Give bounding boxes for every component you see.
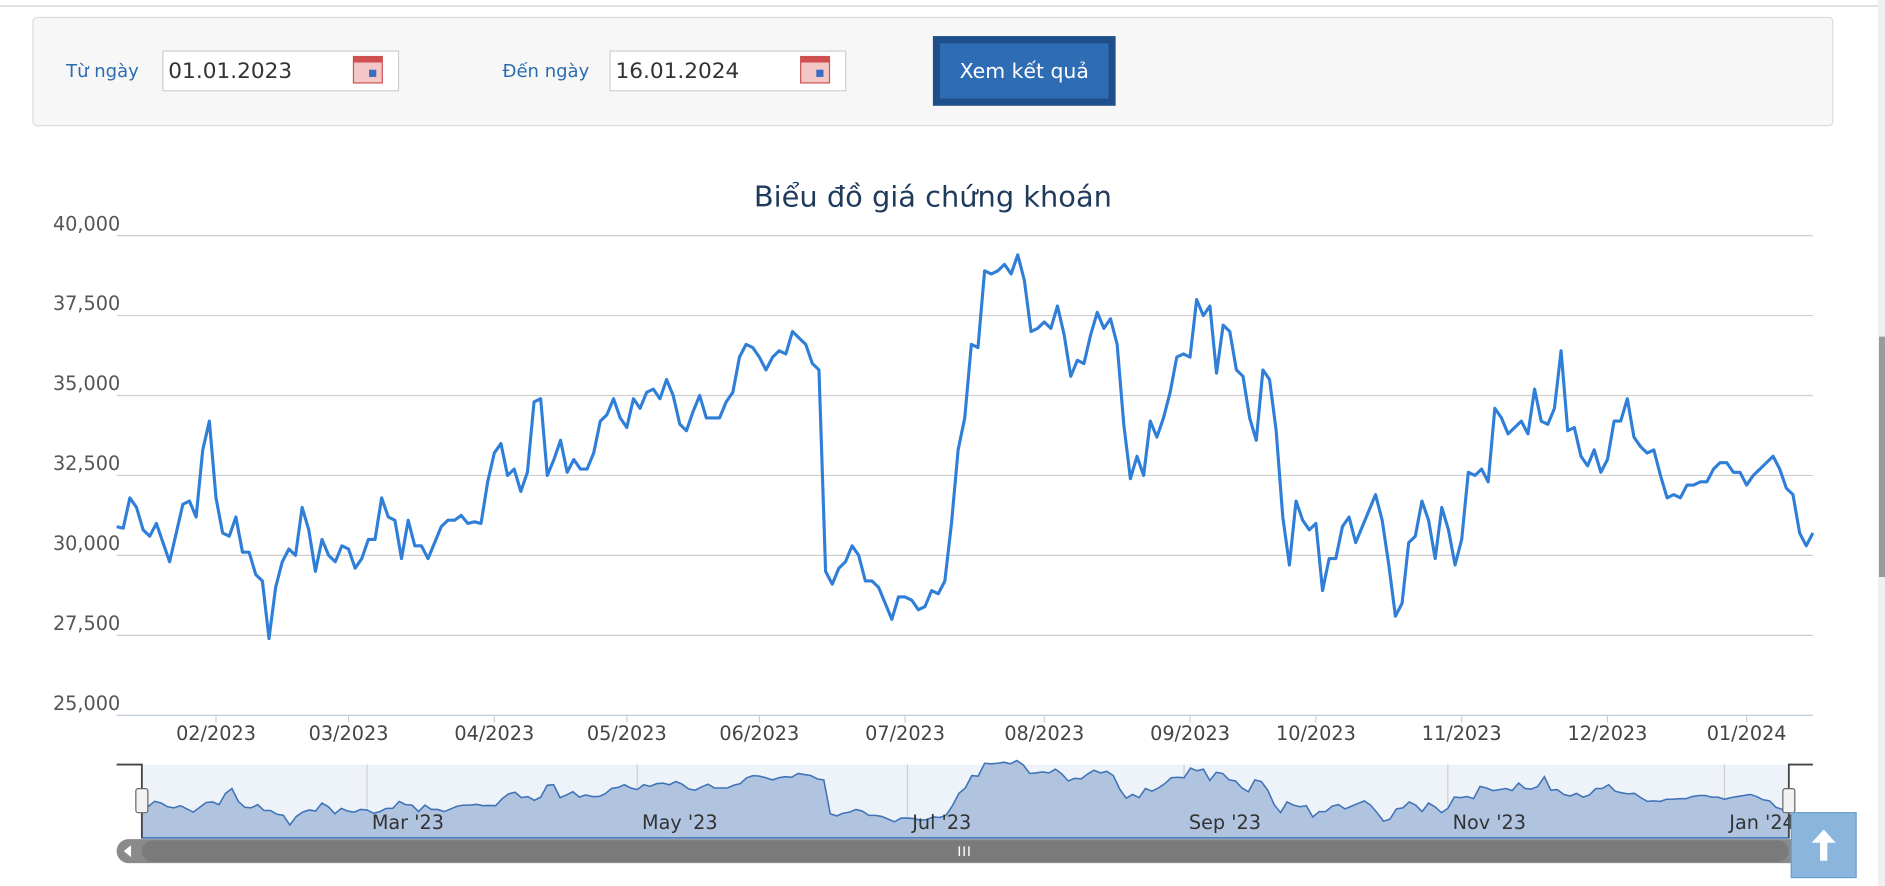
calendar-icon[interactable]	[352, 55, 383, 84]
x-tick-label: 04/2023	[454, 722, 534, 745]
navigator-label: Mar '23	[372, 811, 444, 834]
y-tick-label: 27,500	[53, 612, 120, 635]
scrollbar-grip	[958, 846, 970, 856]
calendar-icon[interactable]	[800, 55, 831, 84]
scroll-top-arrow	[1811, 829, 1836, 861]
calendar-header	[353, 56, 383, 63]
y-tick-label: 35,000	[53, 372, 120, 395]
button-label: Xem kết quả	[960, 59, 1089, 83]
y-tick-label: 32,500	[53, 452, 120, 475]
scrollbar-arrow	[123, 845, 132, 858]
scroll-top-button[interactable]	[1790, 812, 1857, 879]
navigator-handle[interactable]	[135, 788, 149, 814]
navigator-outline	[116, 763, 1813, 838]
x-tick-label: 08/2023	[1004, 722, 1084, 745]
calendar-header	[800, 56, 830, 63]
to-label: Đến ngày	[503, 61, 590, 82]
from-value: 01.01.2023	[168, 59, 292, 84]
from-label: Từ ngày	[65, 61, 139, 82]
y-tick-label: 30,000	[53, 532, 120, 555]
x-tick-label: 10/2023	[1276, 722, 1356, 745]
submit-button[interactable]: Xem kết quả	[932, 36, 1116, 106]
x-tick-label: 03/2023	[309, 722, 389, 745]
navigator-label: Jan '24	[1728, 811, 1794, 834]
scrollbar-thumb[interactable]	[141, 840, 1789, 862]
calendar-day	[369, 69, 377, 77]
navigator-label: May '23	[642, 811, 718, 834]
y-tick-label: 37,500	[53, 292, 120, 315]
navigator-label: Sep '23	[1189, 811, 1261, 834]
x-tick-label: 07/2023	[865, 722, 945, 745]
navigator-label: Jul '23	[911, 811, 971, 834]
navigator-handle[interactable]	[1782, 788, 1796, 814]
y-tick-label: 25,000	[53, 692, 120, 715]
x-tick-label: 01/2024	[1707, 722, 1787, 745]
navigator-label: Nov '23	[1453, 811, 1526, 834]
button-inner	[940, 43, 1109, 99]
y-tick-label: 40,000	[53, 212, 120, 235]
to-value: 16.01.2024	[616, 59, 740, 84]
x-tick-label: 12/2023	[1568, 722, 1648, 745]
price-line	[116, 253, 1815, 641]
scrollbar-thumb[interactable]	[1878, 336, 1885, 578]
filter-panel: Từ ngày 01.01.2023 Đến ngày 16.01.2024 X…	[32, 16, 1834, 127]
chart: 25,000 27,500 30,000 32,500 35,000 37,500 40,0…	[53, 212, 1815, 864]
x-tick-label: 02/2023	[176, 722, 256, 745]
x-tick-label: 06/2023	[719, 722, 799, 745]
chart-title: Biểu đồ giá chứng khoán	[754, 179, 1112, 213]
navigator-area	[141, 759, 1790, 839]
x-tick-label: 05/2023	[587, 722, 667, 745]
x-tick-label: 09/2023	[1150, 722, 1230, 745]
calendar-day	[816, 69, 824, 77]
x-tick-label: 11/2023	[1422, 722, 1502, 745]
